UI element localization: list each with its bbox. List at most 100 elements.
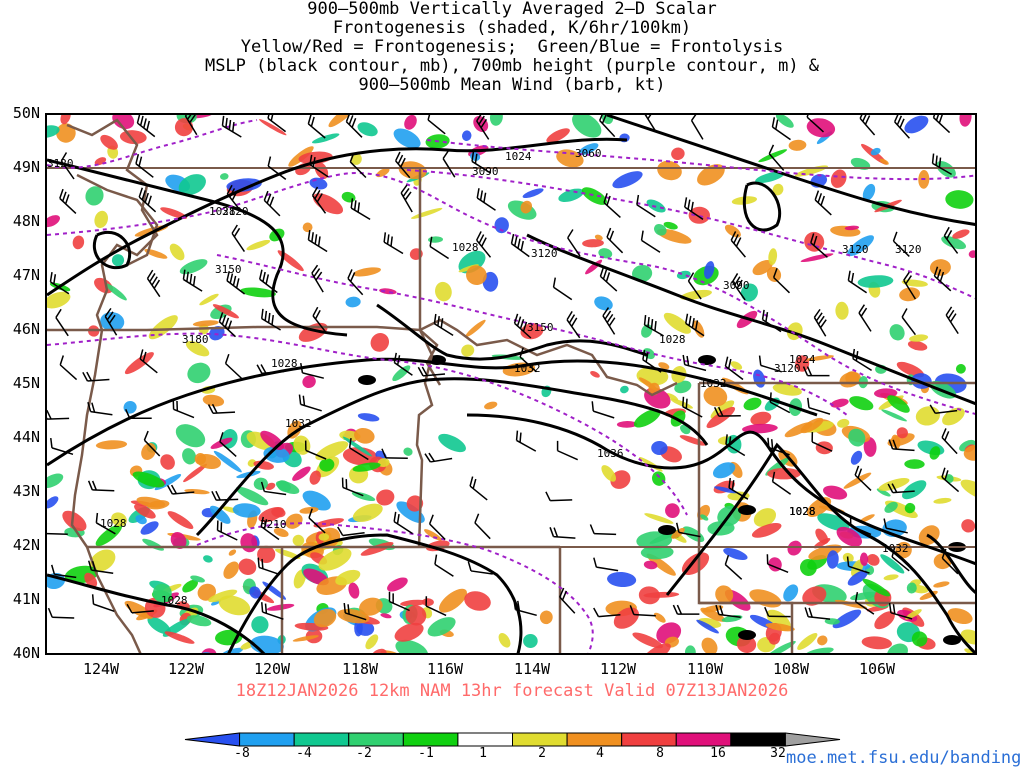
wind-barb [854,465,872,491]
wind-barb [859,115,876,136]
frontogenesis-cell [167,511,194,530]
wind-barb [442,149,456,178]
frontogenesis-cell [438,588,468,613]
frontolysis-cell [393,128,421,149]
frontogenesis-cell [124,600,154,619]
mslp-contour-3 [47,357,818,467]
frontogenesis-cell [421,598,434,607]
wind-barb [349,152,367,179]
frontogenesis-cell [710,400,735,419]
frontolysis-cell [652,471,666,486]
height-label: 3150 [215,263,242,276]
colorbar-swatch [348,732,404,747]
wind-barb [893,115,910,139]
frontogenesis-cell [665,503,680,518]
wind-barb [888,439,915,452]
frontolysis-cell [704,261,715,279]
frontolysis-cell [461,130,472,141]
frontogenesis-cell [299,506,319,514]
frontogenesis-cell [657,160,682,181]
frontogenesis-cell [313,518,344,528]
height-label-group: 3060 3090 3120 3120 3150 3180 3120 3150 … [47,147,922,531]
frontogenesis-maximum [943,635,961,645]
wind-barb [226,270,246,295]
frontogenesis-cell [905,609,922,620]
frontogenesis-cell [94,277,113,294]
frontolysis-cell [345,296,361,308]
height-label: 3180 [182,333,209,346]
wind-barb [341,477,364,497]
frontogenesis-cell [768,248,778,265]
frontogenesis-cell [313,608,337,628]
frontolysis-cell [862,183,876,201]
frontolysis-cell [403,447,413,456]
wind-barb [713,406,741,417]
wind-barb [933,266,952,292]
frontogenesis-cell [464,591,491,611]
colorbar-label: 1 [479,746,487,761]
wind-barb [50,564,77,579]
frontolysis-cell [881,409,907,422]
wind-barb [258,269,278,294]
height-label: 3150 [527,321,554,334]
frontogenesis-cell [703,386,728,407]
wind-barb [393,352,413,376]
frontogenesis-cell [539,610,553,625]
frontogenesis-cell [797,632,818,651]
wind-barb [311,264,324,293]
title-line-3: Yellow/Red = Frontogenesis; Green/Blue =… [240,37,784,57]
wind-barb [806,115,825,133]
wind-barb [549,527,576,539]
mslp-label: 1028 [789,505,816,518]
frontolysis-cell [887,395,910,413]
wind-barb [263,190,281,217]
lon-label-110w: 110W [686,660,724,678]
wind-barb [629,605,656,617]
frontogenesis-cell [896,427,908,439]
frontolysis-cell [612,171,643,189]
frontogenesis-cell [271,507,286,518]
frontogenesis-cell [878,478,910,491]
frontogenesis-cell [466,265,487,286]
lon-label-108w: 108W [772,660,810,678]
colorbar-label: 16 [710,746,726,761]
frontogenesis-cell [376,489,395,506]
frontogenesis-cell [199,293,219,306]
frontogenesis-cell [406,495,424,512]
frontogenesis-cell [228,549,237,556]
frontogenesis-cell [404,115,417,130]
frontolysis-cell [598,248,613,259]
wind-barb [425,596,447,617]
colorbar-swatch [621,732,677,747]
frontolysis-cell [849,396,874,411]
frontogenesis-cell [837,418,850,428]
frontogenesis-cell [144,249,168,259]
frontolysis-cell [684,645,696,653]
wind-barb [559,587,576,614]
wind-barb [87,401,113,416]
frontolysis-cell [654,224,667,236]
frontolysis-cell [249,586,261,599]
colorbar-swatch [512,732,568,747]
frontogenesis-cell [72,235,85,250]
wind-barb [381,448,408,459]
wind-barb [758,355,783,373]
wind-barb [311,186,327,214]
height-contour-3090 [406,169,975,300]
frontogenesis-cell [658,362,670,370]
wind-barb [216,520,238,541]
frontogenesis-cell [666,393,679,401]
frontogenesis-cell [520,200,533,214]
wind-barb [260,516,280,541]
frontogenesis-cell [915,406,940,426]
frontogenesis-cell [147,500,170,510]
frontogenesis-cell [328,115,357,128]
frontogenesis-cell [111,512,127,527]
frontogenesis-cell [896,361,925,378]
frontogenesis-cell [370,648,387,653]
frontogenesis-cell [753,508,777,527]
lon-label-118w: 118W [341,660,379,678]
lat-label-41n: 41N [12,590,40,608]
wind-barb [932,115,951,134]
frontogenesis-cell [352,267,382,277]
